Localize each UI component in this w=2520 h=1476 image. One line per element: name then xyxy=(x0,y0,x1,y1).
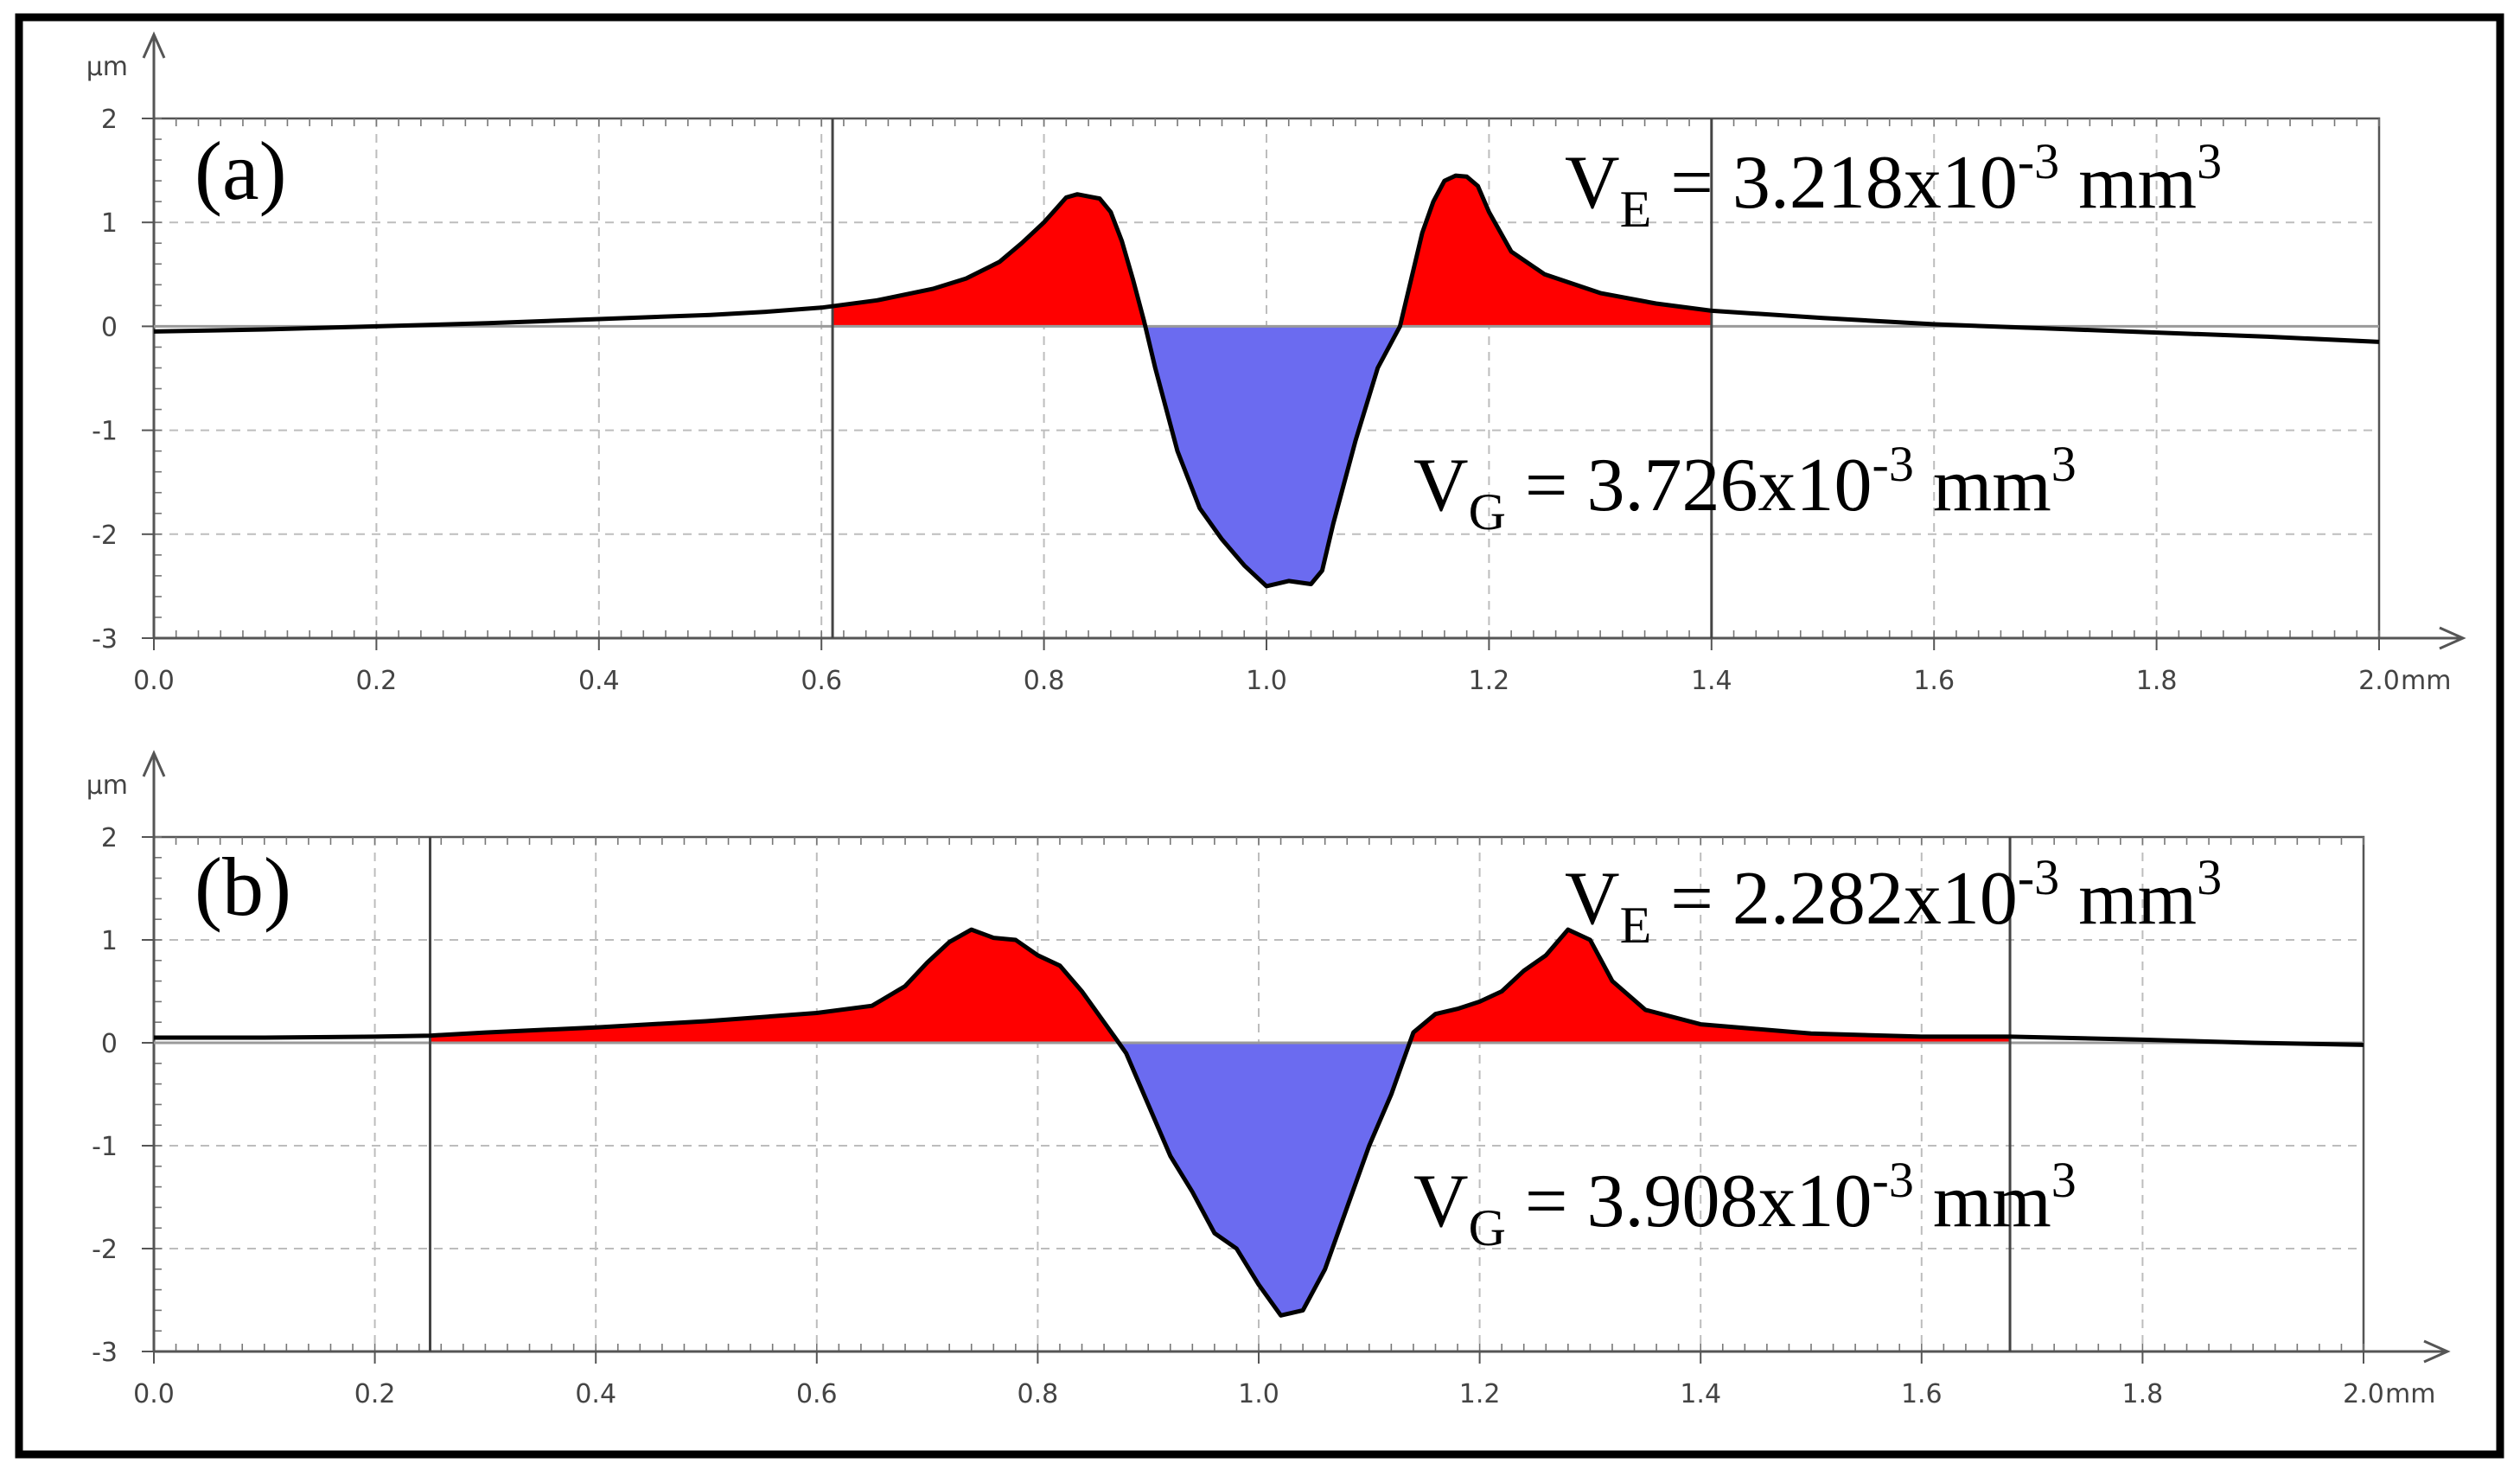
y-axis-unit: µm xyxy=(86,770,128,801)
x-axis-arrowhead xyxy=(2423,1339,2451,1364)
annotation-unit: mm xyxy=(2059,141,2197,225)
x-tick-label: 1.6 xyxy=(1913,666,1955,696)
excess-volume-annotation: VE = 2.282x10-3 mm3 xyxy=(1565,849,2222,954)
x-tick-label: 1.8 xyxy=(2122,1379,2164,1409)
annotation-value: = 3.218x10 xyxy=(1651,141,2018,225)
panel-label: (b) xyxy=(195,840,291,933)
x-axis-unit: mm xyxy=(2385,1379,2435,1409)
annotation-value: = 3.726x10 xyxy=(1506,444,1872,527)
y-tick-label: 1 xyxy=(101,926,118,956)
annotation-subscript: G xyxy=(1469,1199,1506,1256)
excess-volume-annotation: VE = 3.218x10-3 mm3 xyxy=(1565,133,2222,238)
x-tick-label: 0.2 xyxy=(356,666,398,696)
x-tick-label: 2.0 xyxy=(2343,1379,2384,1409)
y-tick-label: -2 xyxy=(92,1235,118,1265)
x-tick-label: 0.0 xyxy=(133,666,175,696)
annotation-subscript: E xyxy=(1620,897,1652,954)
x-tick-label: 0.8 xyxy=(1024,666,1065,696)
annotation-symbol: V xyxy=(1565,141,1620,225)
annotation-exponent: -3 xyxy=(1872,436,1914,492)
annotation-unit: mm xyxy=(1914,444,2051,527)
y-tick-label: 1 xyxy=(101,208,118,239)
annotation-unit-exponent: 3 xyxy=(2197,849,2222,905)
x-tick-label: 1.0 xyxy=(1246,666,1287,696)
x-tick-label: 0.2 xyxy=(354,1379,396,1409)
y-tick-label: -1 xyxy=(92,1132,118,1162)
x-axis-unit: mm xyxy=(2401,666,2451,696)
annotation-unit-exponent: 3 xyxy=(2051,436,2077,492)
x-tick-label: 0.8 xyxy=(1018,1379,1059,1409)
groove-volume-area xyxy=(833,326,1712,586)
y-tick-label: 0 xyxy=(101,1029,118,1059)
y-tick-label: 0 xyxy=(101,312,118,342)
annotation-symbol: V xyxy=(1565,857,1620,941)
y-tick-label: 2 xyxy=(101,823,118,853)
excess-volume-area xyxy=(430,930,2010,1043)
annotation-symbol: V xyxy=(1413,1160,1469,1243)
x-tick-label: 0.4 xyxy=(578,666,620,696)
x-tick-label: 1.4 xyxy=(1680,1379,1721,1409)
y-axis-arrowhead xyxy=(142,31,166,59)
x-tick-label: 1.2 xyxy=(1459,1379,1501,1409)
x-tick-label: 1.2 xyxy=(1469,666,1510,696)
x-tick-label: 0.6 xyxy=(801,666,842,696)
annotation-exponent: -3 xyxy=(1872,1152,1914,1208)
annotation-exponent: -3 xyxy=(2018,849,2059,905)
panel-b-chart: 0.0 0.2 0.4 0.6 0.8 1.0 1.2 1.4 1.6 1.8 2.0 mm210-1… xyxy=(86,750,2451,1409)
y-tick-label: -1 xyxy=(92,417,118,447)
annotation-subscript: G xyxy=(1469,483,1506,540)
x-tick-label: 1.4 xyxy=(1691,666,1732,696)
annotation-unit: mm xyxy=(1914,1160,2051,1243)
x-tick-label: 1.8 xyxy=(2136,666,2178,696)
annotation-subscript: E xyxy=(1620,181,1652,238)
annotation-unit-exponent: 3 xyxy=(2197,133,2222,189)
annotation-symbol: V xyxy=(1413,444,1469,527)
x-tick-label: 0.6 xyxy=(796,1379,838,1409)
panel-a-chart: 0.0 0.2 0.4 0.6 0.8 1.0 1.2 1.4 1.6 1.8 2.0 mm210-1… xyxy=(86,31,2466,696)
x-tick-label: 1.0 xyxy=(1238,1379,1279,1409)
panel-label: (a) xyxy=(195,125,287,217)
y-tick-label: -3 xyxy=(92,1338,118,1368)
annotation-exponent: -3 xyxy=(2018,133,2059,189)
annotation-value: = 2.282x10 xyxy=(1651,857,2018,941)
annotation-unit-exponent: 3 xyxy=(2051,1152,2077,1208)
y-tick-label: -3 xyxy=(92,624,118,655)
profile-line xyxy=(154,927,2364,1318)
profile-line xyxy=(153,173,2380,589)
y-tick-label: 2 xyxy=(101,105,118,135)
x-tick-label: 0.4 xyxy=(575,1379,616,1409)
groove-volume-area xyxy=(430,1043,2010,1316)
groove-volume-annotation: VG = 3.726x10-3 mm3 xyxy=(1413,436,2077,540)
x-axis-arrowhead xyxy=(2439,626,2466,650)
x-tick-label: 0.0 xyxy=(133,1379,175,1409)
x-tick-label: 1.6 xyxy=(1901,1379,1943,1409)
y-axis-unit: µm xyxy=(86,52,128,82)
annotation-unit: mm xyxy=(2059,857,2197,941)
y-axis-arrowhead xyxy=(142,750,166,777)
annotation-value: = 3.908x10 xyxy=(1506,1160,1872,1243)
y-tick-label: -2 xyxy=(92,521,118,551)
groove-volume-annotation: VG = 3.908x10-3 mm3 xyxy=(1413,1152,2077,1256)
x-tick-label: 2.0 xyxy=(2358,666,2400,696)
